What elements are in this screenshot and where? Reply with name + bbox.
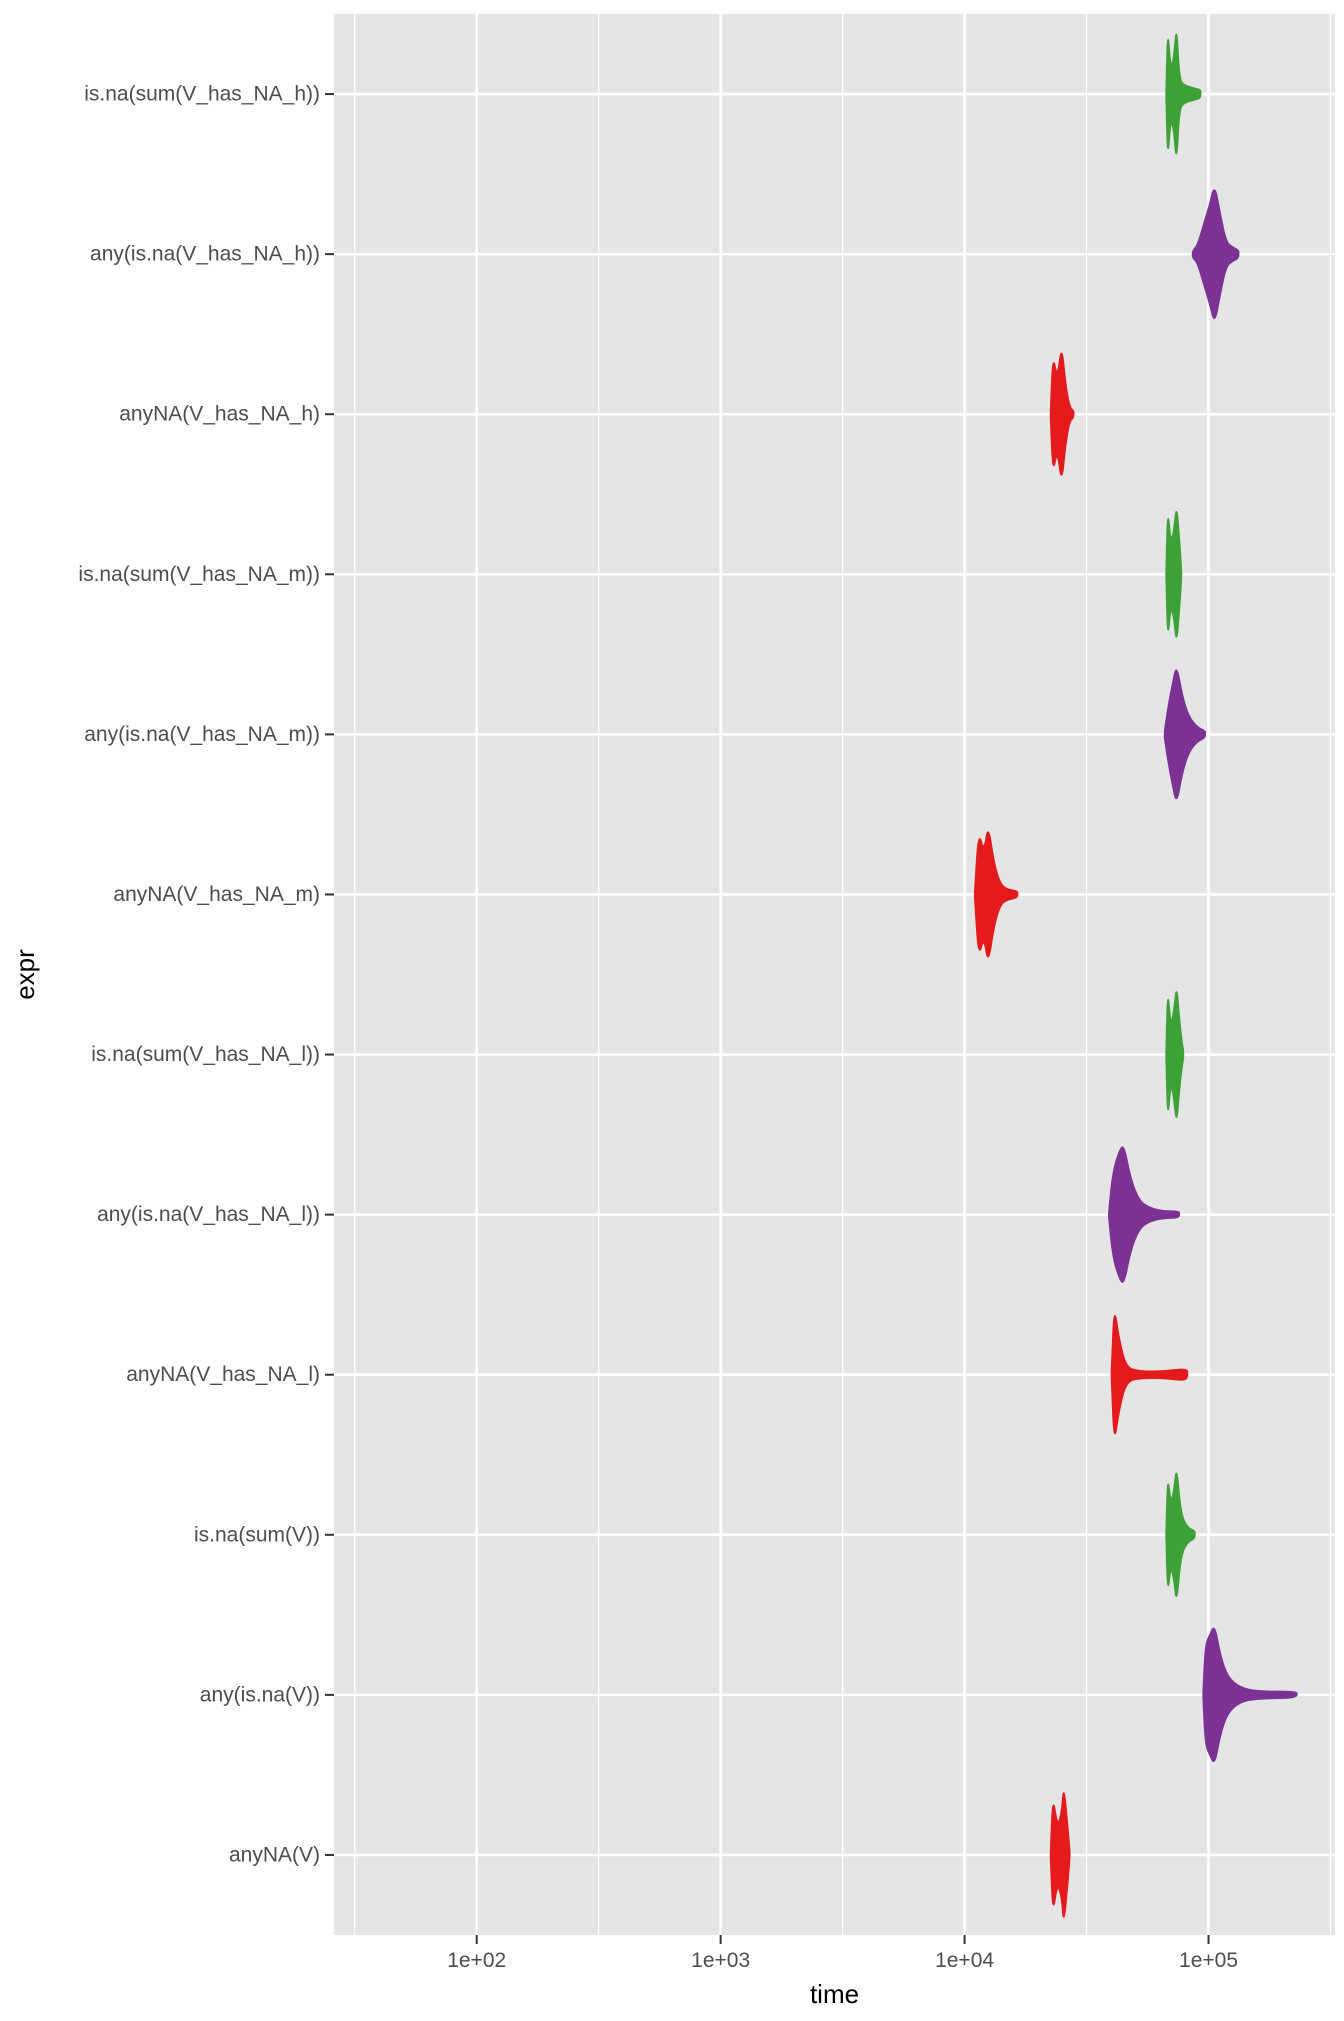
y-tick-label: any(is.na(V_has_NA_l)) bbox=[97, 1203, 320, 1226]
y-axis-title: expr bbox=[10, 949, 40, 1000]
y-tick-label: any(is.na(V_has_NA_h)) bbox=[90, 243, 320, 266]
y-tick-label: any(is.na(V_has_NA_m)) bbox=[84, 723, 320, 746]
violin-1 bbox=[1191, 189, 1240, 319]
x-tick-label: 1e+03 bbox=[691, 1949, 750, 1972]
y-tick-label: anyNA(V_has_NA_h) bbox=[119, 403, 320, 426]
violin-4 bbox=[1163, 669, 1207, 800]
violin-0 bbox=[1165, 33, 1202, 155]
y-tick-label: is.na(sum(V_has_NA_l)) bbox=[91, 1043, 320, 1066]
violins bbox=[973, 33, 1298, 1918]
x-axis: 1e+02 1e+03 1e+04 1e+05 bbox=[447, 1935, 1238, 1972]
y-axis: is.na(sum(V_has_NA_h)) any(is.na(V_has_NA… bbox=[78, 83, 334, 1866]
y-tick-label: anyNA(V_has_NA_m) bbox=[113, 883, 320, 906]
x-tick-label: 1e+05 bbox=[1179, 1949, 1238, 1972]
violin-7 bbox=[1108, 1146, 1181, 1283]
y-tick-label: is.na(sum(V_has_NA_h)) bbox=[84, 83, 320, 106]
violin-10 bbox=[1202, 1627, 1298, 1763]
y-tick-label: anyNA(V_has_NA_l) bbox=[126, 1363, 320, 1386]
x-tick-label: 1e+04 bbox=[935, 1949, 994, 1972]
violin-6 bbox=[1165, 991, 1185, 1118]
y-tick-label: is.na(sum(V_has_NA_m)) bbox=[78, 563, 320, 586]
plot-panel bbox=[334, 14, 1335, 1935]
violin-9 bbox=[1165, 1472, 1196, 1597]
violin-5 bbox=[973, 831, 1019, 958]
violin-2 bbox=[1049, 352, 1075, 476]
x-tick-label: 1e+02 bbox=[447, 1949, 506, 1972]
x-axis-title: time bbox=[810, 1979, 859, 2009]
minor-gridlines bbox=[354, 14, 1332, 1935]
y-tick-label: is.na(sum(V)) bbox=[194, 1523, 320, 1546]
violin-3 bbox=[1165, 511, 1183, 638]
y-tick-label: anyNA(V) bbox=[229, 1843, 320, 1866]
violin-8 bbox=[1110, 1315, 1189, 1435]
y-tick-label: any(is.na(V)) bbox=[200, 1683, 320, 1706]
violin-11 bbox=[1049, 1792, 1071, 1918]
